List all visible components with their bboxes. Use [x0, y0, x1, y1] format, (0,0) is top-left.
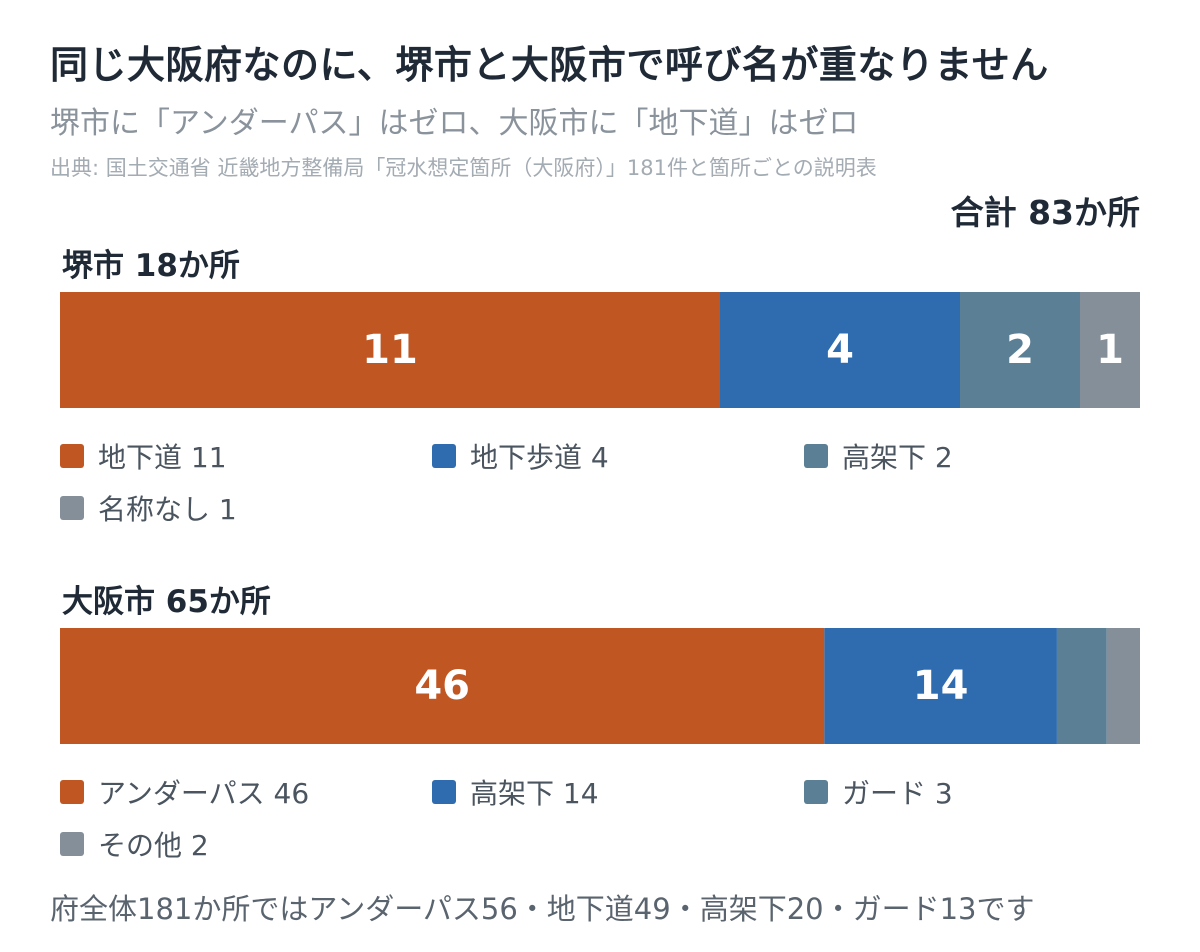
legend-item-0-1: 地下歩道 4 [432, 436, 609, 476]
legend-label: ガード 3 [842, 777, 953, 810]
legend-label: アンダーパス 46 [98, 777, 310, 810]
stacked-bar-osaka: 46 14 [60, 628, 1140, 744]
legend-item-1-0: アンダーパス 46 [60, 772, 309, 812]
legend-item-0-3: 名称なし 1 [60, 488, 237, 528]
group-title-sakai: 堺市 18か所 [62, 248, 240, 284]
bar-value-label-0-1: 4 [826, 327, 854, 373]
bar-segment-1-0 [60, 628, 825, 744]
legend-label: 地下道 11 [98, 441, 227, 474]
legend-swatch [432, 780, 456, 804]
total-label: 合計 83か所 [950, 193, 1140, 232]
legend-item-1-3: その他 2 [60, 824, 209, 864]
legend-swatch [60, 496, 84, 520]
legend-swatch [432, 444, 456, 468]
legend-swatch [804, 780, 828, 804]
bar-value-label-0-2: 2 [1006, 327, 1034, 373]
bar-segment-0-1 [720, 292, 960, 408]
stacked-bar-sakai-svg: 11 4 2 1 [60, 292, 1140, 408]
bar-segment-1-1 [824, 628, 1057, 744]
legend-item-0-0: 地下道 11 [60, 436, 227, 476]
chart-title: 同じ大阪府なのに、堺市と大阪市で呼び名が重なりません [50, 43, 1049, 87]
group-title-osaka: 大阪市 65か所 [62, 584, 271, 620]
bar-segment-1-3 [1106, 628, 1140, 744]
source-note: 出典: 国土交通省 近畿地方整備局「冠水想定箇所（大阪府）」181件と箇所ごとの… [50, 156, 877, 180]
legend-swatch [60, 444, 84, 468]
stacked-bar-sakai: 11 4 2 1 [60, 292, 1140, 408]
legend-item-1-2: ガード 3 [804, 772, 953, 812]
legend-item-0-2: 高架下 2 [804, 436, 953, 476]
bar-segment-1-2 [1056, 628, 1107, 744]
legend-swatch [60, 832, 84, 856]
bar-value-label-1-1: 14 [913, 663, 969, 709]
legend-swatch [60, 780, 84, 804]
legend-label: 高架下 2 [842, 441, 953, 474]
stacked-bar-osaka-svg: 46 14 [60, 628, 1140, 744]
legend-label: 名称なし 1 [98, 493, 237, 526]
bar-segment-0-0 [60, 292, 720, 408]
bar-value-label-1-0: 46 [414, 663, 470, 709]
bar-segment-0-3 [1080, 292, 1140, 408]
bar-value-label-0-0: 11 [362, 327, 418, 373]
legend-label: 高架下 14 [470, 777, 599, 810]
legend-label: 地下歩道 4 [470, 441, 609, 474]
legend-label: その他 2 [98, 829, 209, 862]
footnote: 府全体181か所ではアンダーパス56・地下道49・高架下20・ガード13です [50, 892, 1035, 926]
chart-subtitle: 堺市に「アンダーパス」はゼロ、大阪市に「地下道」はゼロ [50, 106, 859, 141]
bar-value-label-0-3: 1 [1096, 327, 1124, 373]
legend-swatch [804, 444, 828, 468]
legend-item-1-1: 高架下 14 [432, 772, 599, 812]
bar-segment-0-2 [960, 292, 1080, 408]
